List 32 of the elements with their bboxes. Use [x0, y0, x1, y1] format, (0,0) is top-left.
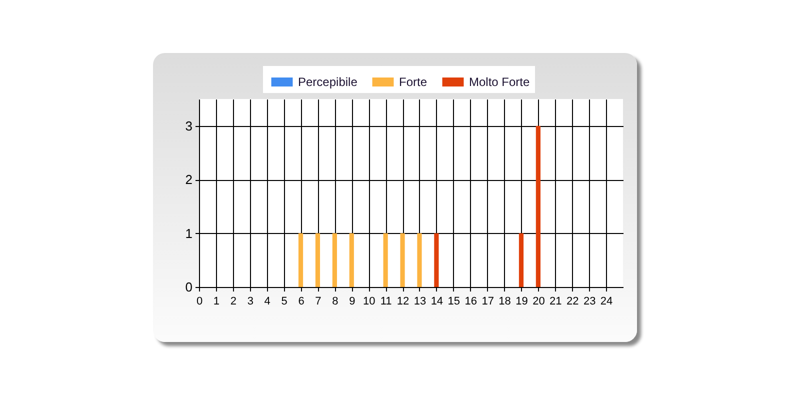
x-tick-label: 18: [498, 296, 511, 308]
legend-label: Molto Forte: [469, 75, 530, 89]
x-tick-label: 13: [414, 296, 426, 308]
x-tick-label: 14: [430, 296, 444, 308]
y-tick-label: 1: [185, 226, 192, 241]
x-tick-label: 23: [583, 296, 596, 308]
x-tick-label: 19: [516, 296, 528, 308]
y-tick-label: 2: [185, 172, 192, 188]
x-tick-label: 7: [315, 296, 322, 308]
x-tick-label: 24: [600, 296, 613, 308]
x-tick-label: 0: [196, 296, 203, 308]
x-tick-label: 22: [566, 296, 579, 308]
x-tick-label: 6: [298, 296, 304, 308]
x-tick-label: 8: [332, 296, 338, 308]
x-tick-label: 11: [380, 296, 392, 308]
x-tick-label: 3: [247, 296, 254, 308]
x-tick-label: 12: [396, 296, 410, 308]
y-tick-label: 0: [185, 280, 192, 294]
x-tick-label: 1: [213, 296, 220, 308]
x-tick-label: 2: [230, 296, 236, 308]
y-tick-label: 3: [185, 118, 192, 134]
x-tick-label: 20: [532, 296, 545, 308]
x-tick-label: 5: [281, 296, 288, 308]
legend-label: Percepibile: [298, 75, 358, 89]
x-tick-label: 15: [448, 296, 460, 308]
x-tick-label: 9: [349, 296, 356, 308]
x-tick-label: 21: [550, 296, 562, 308]
x-tick-label: 16: [464, 296, 477, 308]
x-tick-label: 10: [362, 296, 376, 308]
x-tick-label: 17: [482, 296, 494, 308]
x-tick-label: 4: [264, 296, 270, 308]
legend-label: Forte: [399, 75, 428, 89]
